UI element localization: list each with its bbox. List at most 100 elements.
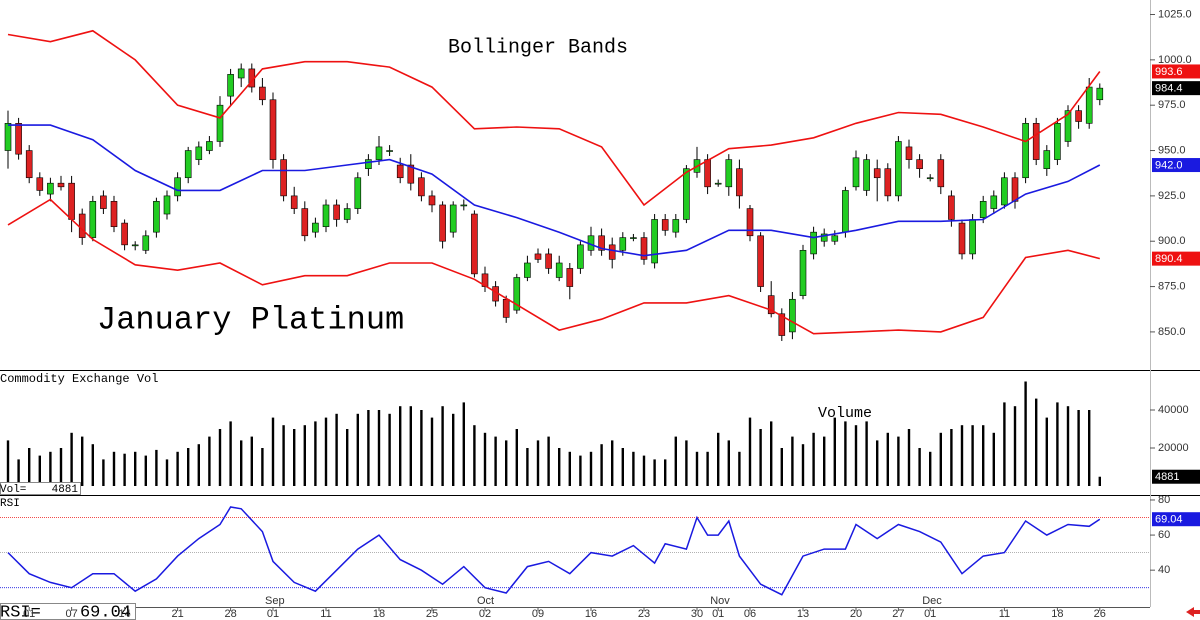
month-label: Sep — [265, 595, 285, 607]
candle-body — [354, 177, 362, 209]
candle-body — [163, 195, 171, 215]
candle-body — [969, 219, 976, 255]
candle-body — [895, 141, 902, 197]
candle-body — [683, 168, 690, 220]
candle-body — [333, 204, 340, 220]
volume-bar — [462, 402, 465, 486]
value-box-label: 890.4 — [1155, 253, 1183, 265]
candle-body — [237, 68, 245, 79]
panel-title: RSI — [0, 498, 20, 510]
volume-bar — [886, 432, 889, 486]
x-tick-label: 09 — [532, 608, 544, 620]
volume-bar — [748, 417, 752, 486]
volume-bar — [208, 436, 211, 486]
volume-bar — [833, 417, 836, 486]
candle-body — [290, 195, 298, 209]
candle-body — [545, 253, 552, 269]
candle-body — [322, 204, 330, 228]
candle-body — [4, 123, 12, 151]
candle-body — [831, 235, 839, 242]
candle-body — [153, 201, 160, 233]
y-tick-label: 875.0 — [1158, 280, 1186, 292]
volume-bar — [918, 448, 921, 486]
candle-body — [216, 104, 224, 142]
candle-body — [259, 86, 266, 101]
volume-bar — [176, 451, 179, 486]
volume-bar — [854, 425, 858, 486]
candle-body — [449, 204, 457, 233]
y-tick-label: 40 — [1158, 564, 1170, 576]
candle-body — [704, 159, 711, 188]
value-box — [1152, 158, 1200, 173]
volume-bar — [420, 410, 423, 486]
volume-bar — [674, 436, 677, 486]
volume-bar — [791, 436, 794, 486]
candle-body — [312, 222, 319, 233]
volume-bar — [441, 406, 444, 486]
volume-bar — [960, 425, 964, 486]
candle-body — [778, 313, 786, 336]
volume-bar — [844, 421, 847, 486]
candle-body — [1096, 87, 1104, 101]
y-tick-label: 925.0 — [1158, 190, 1186, 202]
x-tick-label: 07 — [65, 608, 77, 620]
volume-bar — [801, 444, 805, 486]
candle-body — [365, 159, 372, 169]
candle-body — [110, 201, 118, 228]
volume-bar — [664, 459, 667, 486]
volume-bar — [812, 432, 815, 486]
panel-title: Commodity Exchange Vol — [0, 372, 158, 386]
volume-bar — [759, 429, 762, 486]
volume-bar — [112, 451, 116, 486]
volume-bar — [293, 429, 296, 486]
volume-bar — [738, 451, 741, 486]
volume-bar — [377, 410, 381, 486]
candle-body — [1001, 177, 1008, 206]
candle-body — [630, 237, 637, 239]
readout-value: 69.04 — [80, 603, 131, 620]
volume-bar — [950, 429, 953, 486]
x-tick-label: 18 — [1051, 608, 1063, 620]
candle-body — [269, 99, 277, 160]
candle-body — [68, 182, 75, 220]
volume-bar — [38, 455, 41, 486]
y-tick-label: 40000 — [1158, 404, 1189, 416]
candle-body — [926, 177, 934, 180]
volume-bar — [907, 429, 911, 486]
scroll-arrow[interactable] — [1186, 607, 1200, 617]
volume-bar — [409, 406, 412, 486]
x-tick-label: 01 — [924, 608, 936, 620]
candle-body — [873, 168, 881, 179]
chart-subtitle: January Platinum — [97, 301, 404, 338]
candle-body — [799, 249, 807, 296]
y-tick-label: 850.0 — [1158, 326, 1186, 338]
y-tick-label: 900.0 — [1158, 235, 1186, 247]
value-box — [1152, 251, 1200, 266]
candle-body — [343, 208, 351, 220]
volume-bar — [526, 448, 529, 486]
x-tick-label: 26 — [1094, 608, 1106, 620]
volume-bar — [282, 425, 285, 486]
volume-bar — [632, 451, 635, 486]
candle-body — [407, 164, 415, 184]
volume-bar — [982, 425, 985, 486]
candle-body — [206, 141, 213, 151]
candle-body — [990, 195, 998, 209]
volume-bar — [144, 455, 147, 486]
volume-bar — [579, 455, 582, 486]
volume-bar — [123, 453, 126, 486]
candle-body — [1064, 110, 1072, 142]
candle-body — [513, 277, 521, 311]
x-tick-label: 28 — [224, 608, 236, 620]
candle-body — [57, 182, 65, 188]
candle-body — [439, 204, 446, 242]
candle-body — [1022, 123, 1029, 179]
panel-label: Volume — [818, 405, 872, 422]
x-tick-label: 23 — [638, 608, 650, 620]
volume-bar — [876, 440, 879, 486]
candle-body — [25, 150, 33, 179]
candle-body — [566, 268, 574, 287]
candle-body — [280, 159, 287, 197]
y-tick-label: 60 — [1158, 529, 1170, 541]
x-tick-label: 02 — [479, 608, 491, 620]
